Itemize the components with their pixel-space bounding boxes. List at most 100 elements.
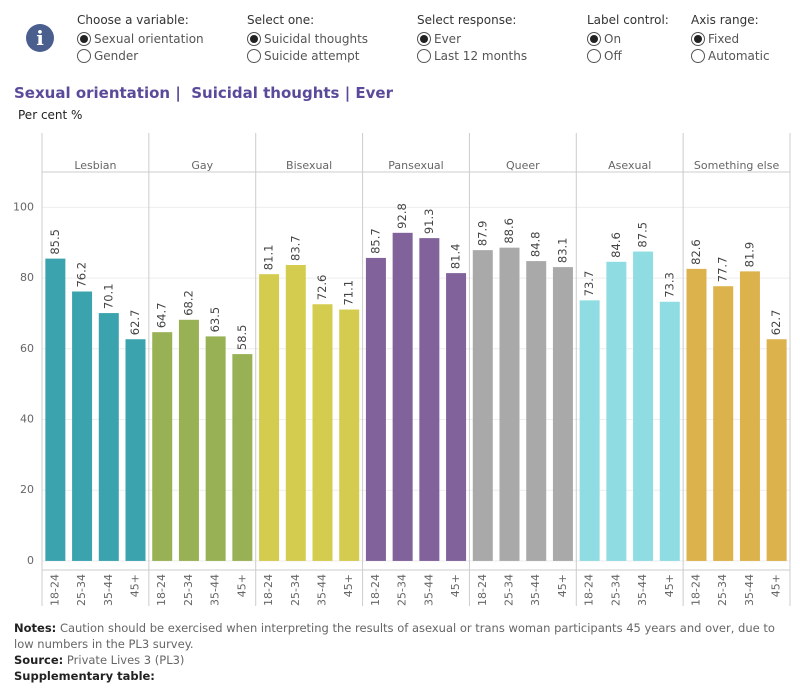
option-label[interactable]: Off	[604, 48, 622, 63]
supplementary-label: Supplementary table:	[14, 669, 155, 683]
option-label[interactable]: Gender	[94, 48, 139, 63]
x-tick-label: 35-44	[422, 574, 435, 606]
bar	[152, 332, 173, 561]
option-label[interactable]: Fixed	[708, 31, 740, 46]
y-tick-label: 0	[27, 554, 34, 567]
value-label: 83.1	[555, 238, 569, 264]
radio-button[interactable]	[587, 31, 601, 46]
radio-option[interactable]: Suicidal thoughts	[247, 30, 368, 47]
value-label: 72.6	[315, 275, 329, 301]
bar	[499, 247, 520, 561]
option-label[interactable]: Sexual orientation	[94, 31, 204, 46]
control-group: Select response: Ever Last 12 months	[417, 13, 527, 64]
radio-button[interactable]	[247, 31, 261, 46]
x-tick-label: 45+	[235, 574, 248, 597]
radio-button[interactable]	[691, 48, 705, 63]
value-label: 82.6	[689, 239, 703, 265]
radio-option[interactable]: Ever	[417, 30, 527, 47]
radio-button[interactable]	[247, 48, 261, 63]
radio-option[interactable]: Sexual orientation	[77, 30, 204, 47]
radio-button[interactable]	[417, 31, 431, 46]
panel-header: Gay	[191, 159, 213, 172]
option-label[interactable]: Automatic	[708, 48, 770, 63]
source-text: Private Lives 3 (PL3)	[66, 653, 185, 667]
bar	[285, 264, 306, 561]
info-icon[interactable]: i	[26, 24, 54, 52]
value-label: 91.3	[422, 209, 436, 235]
y-tick-label: 80	[20, 271, 34, 284]
value-label: 73.3	[662, 272, 676, 298]
bar	[633, 251, 654, 561]
value-label: 64.7	[155, 303, 169, 329]
bar	[446, 273, 467, 561]
control-label: Select one:	[247, 13, 315, 27]
value-label: 73.7	[582, 271, 596, 297]
value-label: 63.5	[208, 307, 222, 333]
notes: Notes: Caution should be exercised when …	[14, 620, 784, 652]
bar	[125, 339, 146, 561]
option-label[interactable]: Last 12 months	[434, 48, 528, 63]
x-tick-label: 35-44	[529, 574, 542, 606]
x-tick-label: 18-24	[262, 574, 275, 606]
x-tick-label: 45+	[770, 574, 783, 597]
bar	[552, 267, 573, 561]
bar	[98, 313, 119, 561]
option-label[interactable]: Ever	[434, 31, 461, 46]
y-tick-label: 20	[20, 483, 34, 496]
y-tick-label: 40	[20, 413, 34, 426]
radio-option[interactable]: Off	[587, 47, 669, 64]
value-label: 62.7	[128, 310, 142, 336]
bar	[739, 271, 760, 561]
option-label[interactable]: On	[604, 31, 622, 46]
radio-option[interactable]: Automatic	[691, 47, 770, 64]
chart-title: Sexual orientation | Suicidal thoughts |…	[14, 84, 393, 102]
value-label: 85.7	[368, 228, 382, 254]
bar	[45, 258, 66, 561]
value-label: 87.9	[475, 221, 489, 247]
bar	[205, 336, 226, 561]
x-tick-label: 35-44	[743, 574, 756, 606]
control-label: Label control:	[587, 13, 669, 27]
radio-option[interactable]: Suicide attempt	[247, 47, 368, 64]
bar	[579, 300, 600, 561]
control-group: Choose a variable: Sexual orientation Gend…	[77, 13, 204, 64]
value-label: 62.7	[769, 310, 783, 336]
x-tick-label: 45+	[556, 574, 569, 597]
chart: 0 20 40 60 80 100 Lesbian 85.5 18-24 76.2 25-34 70.…	[13, 133, 791, 606]
x-tick-label: 45+	[342, 574, 355, 597]
radio-option[interactable]: Last 12 months	[417, 47, 527, 64]
option-label[interactable]: Suicide attempt	[264, 48, 360, 63]
source-label: Source:	[14, 653, 64, 667]
x-tick-label: 18-24	[155, 574, 168, 606]
control-label: Axis range:	[691, 13, 759, 27]
value-label: 87.5	[636, 222, 650, 248]
x-tick-label: 35-44	[102, 574, 115, 606]
option-label[interactable]: Suicidal thoughts	[264, 31, 369, 46]
bar	[686, 268, 707, 561]
value-label: 68.2	[181, 290, 195, 316]
radio-button[interactable]	[417, 48, 431, 63]
radio-option[interactable]: Fixed	[691, 30, 770, 47]
radio-button[interactable]	[587, 48, 601, 63]
y-tick-label: 60	[20, 342, 34, 355]
bar	[72, 291, 93, 561]
value-label: 81.9	[742, 242, 756, 268]
bar	[178, 319, 199, 561]
x-tick-label: 35-44	[316, 574, 329, 606]
x-tick-label: 45+	[449, 574, 462, 597]
bar	[419, 238, 440, 561]
radio-option[interactable]: On	[587, 30, 669, 47]
radio-option[interactable]: Gender	[77, 47, 204, 64]
radio-button[interactable]	[691, 31, 705, 46]
radio-button[interactable]	[77, 48, 91, 63]
value-label: 81.4	[449, 244, 463, 270]
value-label: 85.5	[48, 229, 62, 255]
radio-button[interactable]	[77, 31, 91, 46]
value-label: 71.1	[342, 280, 356, 306]
value-label: 70.1	[101, 283, 115, 309]
supplementary: Supplementary table:	[14, 668, 784, 684]
notes-label: Notes:	[14, 621, 57, 635]
x-tick-label: 18-24	[476, 574, 489, 606]
control-group: Axis range: Fixed Automatic	[691, 13, 770, 64]
